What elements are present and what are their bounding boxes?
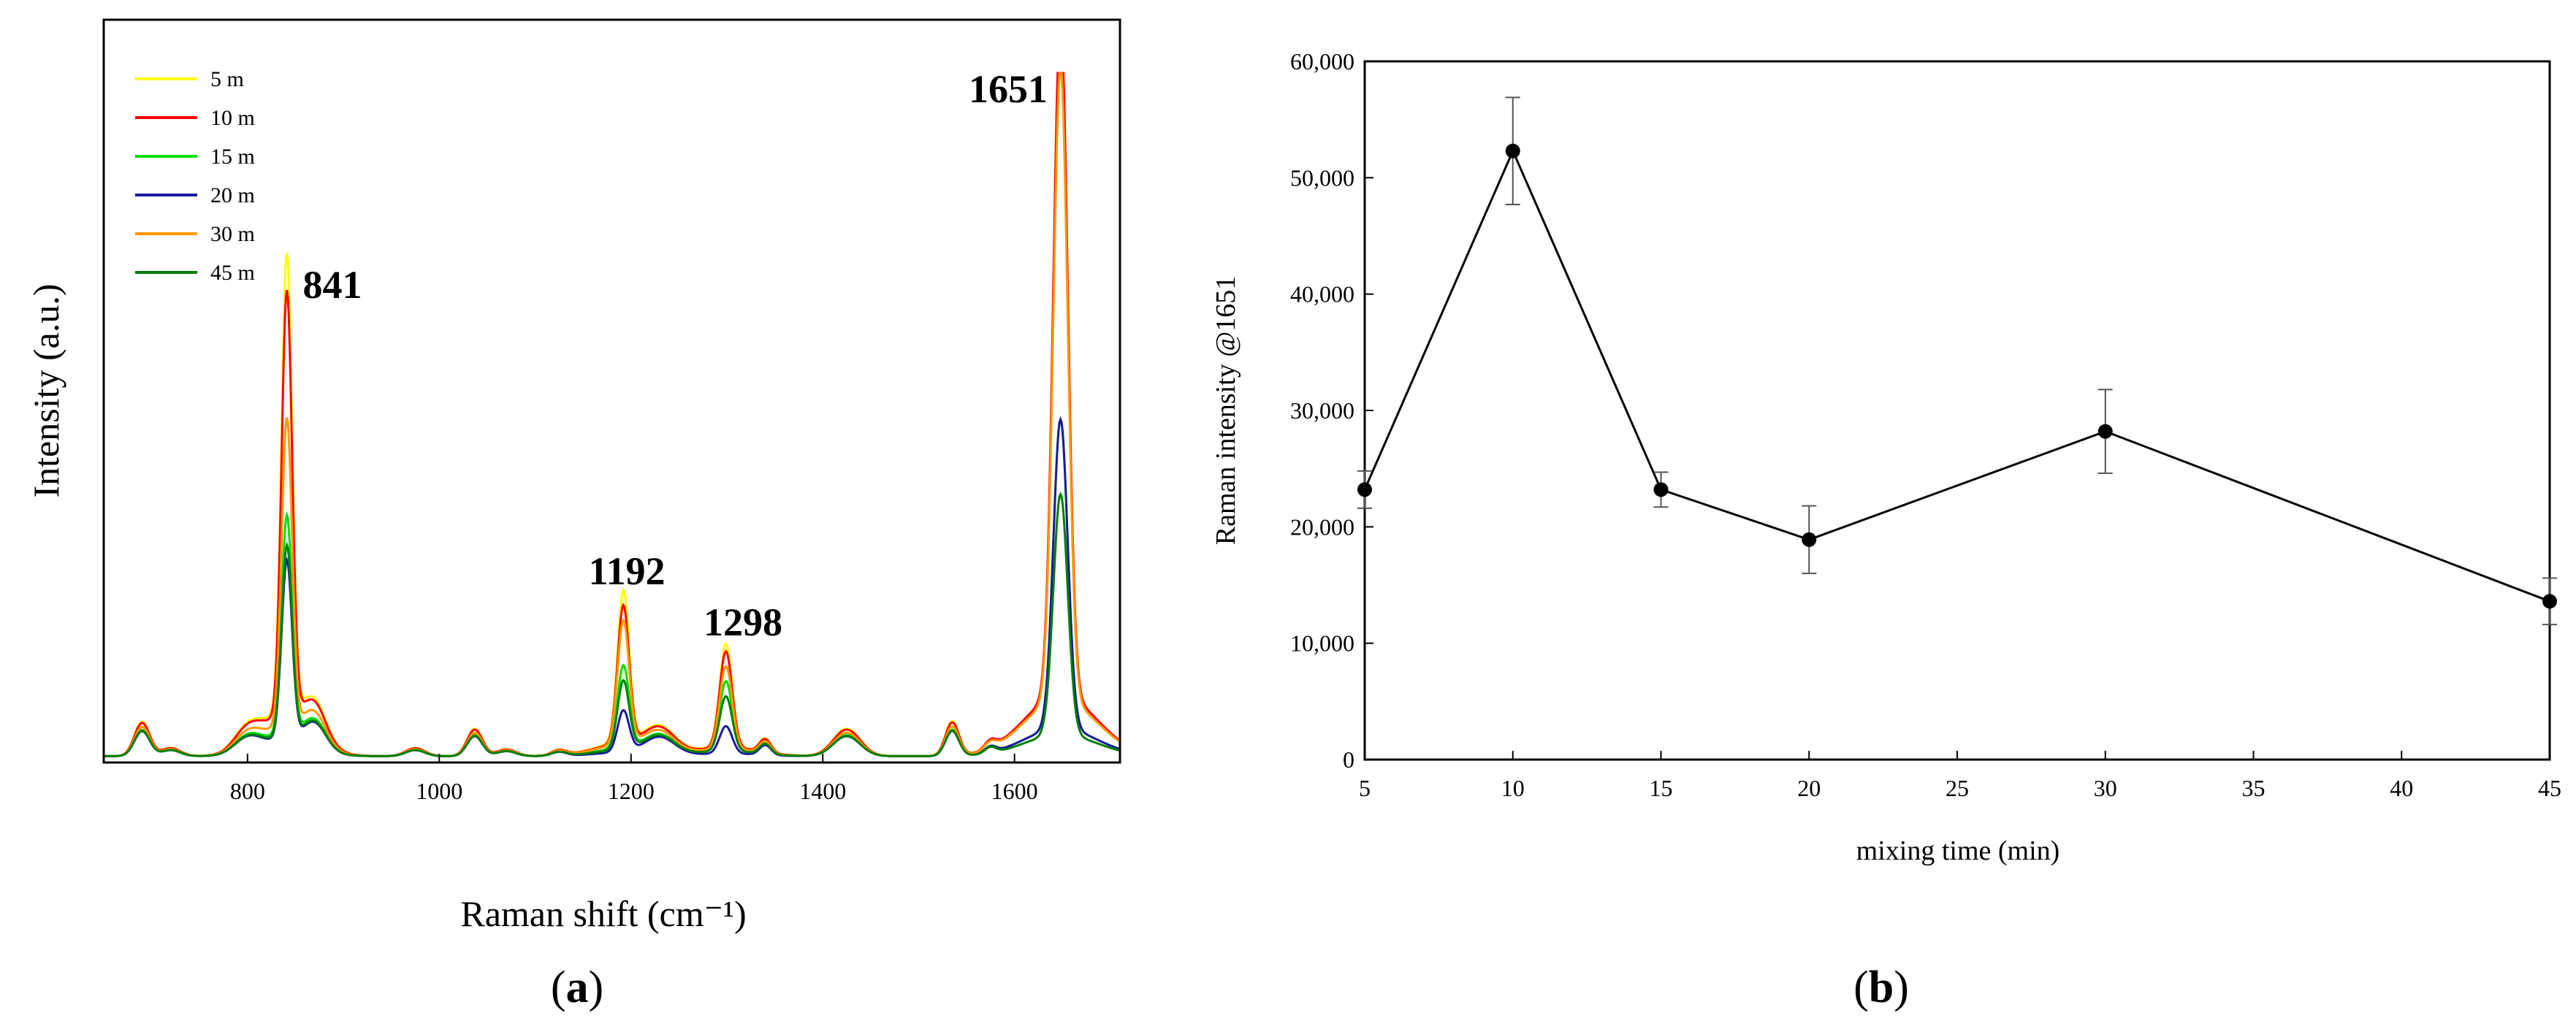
- y-tick-label-b: 10,000: [1290, 630, 1354, 657]
- spectrum-line-10m: [104, 72, 1121, 757]
- x-tick-label-a: 800: [230, 778, 265, 804]
- y-ticks-b: 0 10,000 20,000 30,000 40,000 50,000 60,000: [1290, 48, 1373, 773]
- y-tick-label-b: 40,000: [1290, 281, 1354, 307]
- data-point: [2097, 424, 2113, 439]
- spectrum-line-45m: [104, 492, 1121, 757]
- data-point: [2542, 594, 2557, 609]
- x-tick-label-b: 40: [2390, 775, 2413, 801]
- data-point: [1505, 143, 1520, 158]
- legend-entry: 45 m: [210, 261, 255, 285]
- y-axis-title-b: Raman intensity @1651: [1211, 276, 1241, 546]
- data-series-b: [1357, 96, 2557, 626]
- x-tick-label-b: 15: [1650, 775, 1673, 801]
- legend-entry: 5 m: [210, 67, 244, 91]
- peak-label-841: 841: [303, 263, 362, 307]
- data-point: [1357, 482, 1372, 497]
- x-tick-label-b: 20: [1797, 775, 1821, 801]
- x-tick-label-b: 35: [2242, 775, 2266, 801]
- y-tick-label-b: 50,000: [1290, 164, 1354, 191]
- panel-label-b: (b): [1853, 963, 1909, 1012]
- plot-frame-a: [102, 18, 1121, 764]
- x-ticks-b: 5 10 15 20 25 30 35 40 45: [1359, 751, 2561, 801]
- x-tick-label-a: 1200: [608, 778, 655, 804]
- x-tick-label-b: 10: [1501, 775, 1525, 801]
- peak-label-1651: 1651: [969, 67, 1048, 111]
- peak-label-1298: 1298: [704, 600, 782, 644]
- peak-label-1192: 1192: [588, 549, 665, 593]
- x-axis-title-b: mixing time (min): [1856, 836, 2060, 866]
- y-tick-label-b: 20,000: [1290, 513, 1354, 540]
- x-tick-label-a: 1000: [416, 778, 462, 804]
- x-tick-label-b: 5: [1359, 775, 1371, 801]
- legend-entry: 15 m: [210, 145, 255, 169]
- spectra-lines: [104, 72, 1121, 757]
- y-axis-title-a: Intensity (a.u.): [26, 284, 66, 498]
- spectrum-line-30m: [104, 72, 1121, 757]
- legend-entry: 20 m: [210, 183, 255, 207]
- y-tick-label-b: 60,000: [1290, 48, 1354, 74]
- plot-frame-b: [1363, 60, 2551, 761]
- y-tick-label-b: 30,000: [1290, 397, 1354, 424]
- panel-b-chart: 0 10,000 20,000 30,000 40,000 50,000 60,000 5 1…: [1211, 48, 2561, 1012]
- spectrum-line-5m: [104, 72, 1121, 757]
- x-axis-title-a: Raman shift (cm⁻¹): [460, 893, 746, 934]
- y-tick-label-b: 0: [1343, 746, 1354, 773]
- panel-a-chart: 800 1000 1200 1400 1600 5 m 10 m 15 m 20 m 30 m 4…: [26, 18, 1121, 1012]
- x-ticks-a: 800 1000 1200 1400 1600: [230, 754, 1038, 804]
- x-tick-label-b: 30: [2094, 775, 2117, 801]
- data-point: [1653, 482, 1669, 497]
- intensity-line: [1363, 148, 2550, 603]
- x-tick-label-a: 1600: [991, 778, 1038, 804]
- legend-entry: 30 m: [210, 222, 255, 246]
- legend-a: 5 m 10 m 15 m 20 m 30 m 45 m: [135, 67, 255, 285]
- panel-label-a: (a): [551, 963, 603, 1012]
- x-tick-label-a: 1400: [799, 778, 846, 804]
- data-point: [1802, 532, 1817, 547]
- x-tick-label-b: 45: [2538, 775, 2561, 801]
- legend-entry: 10 m: [210, 106, 255, 130]
- x-tick-label-b: 25: [1946, 775, 1969, 801]
- peak-labels: 841 1192 1298 1651: [303, 67, 1048, 644]
